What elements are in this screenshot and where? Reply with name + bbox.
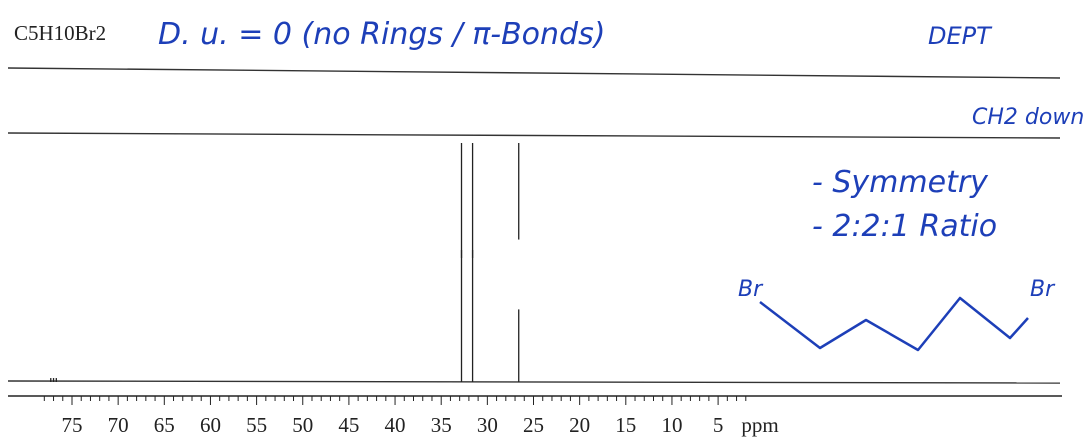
carbon13-baseline	[7, 380, 1061, 384]
formula-text: C5H10Br2	[14, 21, 106, 45]
tick-label-5: 5	[713, 413, 724, 437]
tick-label-35: 35	[431, 413, 452, 437]
right-bromine-label: Br	[1030, 277, 1056, 302]
tick-label-50: 50	[292, 413, 313, 437]
tick-label-45: 45	[338, 413, 359, 437]
dept-baseline	[7, 132, 1061, 139]
symmetry-note: - Symmetry	[812, 165, 989, 200]
tick-label-40: 40	[385, 413, 406, 437]
tick-label-15: 15	[615, 413, 636, 437]
tick-label-30: 30	[477, 413, 498, 437]
degree-of-unsaturation-note: D. u. = 0 (no Rings / π-Bonds)	[158, 17, 605, 52]
tick-label-65: 65	[154, 413, 175, 437]
dept-peaks	[460, 143, 520, 258]
tick-label-70: 70	[108, 413, 129, 437]
x-axis-major-ticks	[71, 396, 719, 405]
pentane-chain-skeleton	[759, 296, 1029, 352]
top-divider-line	[7, 67, 1061, 79]
tick-label-10: 10	[661, 413, 682, 437]
molecular-formula: C5H10Br2	[14, 21, 106, 45]
tick-label-55: 55	[246, 413, 267, 437]
tick-label-20: 20	[569, 413, 590, 437]
dept-subtitle: CH2 down	[972, 105, 1084, 130]
tick-label-60: 60	[200, 413, 221, 437]
left-bromine-label: Br	[738, 277, 764, 302]
carbon13-peaks	[50, 250, 520, 382]
tick-label-25: 25	[523, 413, 544, 437]
x-axis-unit-label: ppm	[741, 413, 778, 437]
x-axis-minor-ticks	[43, 396, 747, 401]
dept-title: DEPT	[928, 22, 993, 50]
x-axis-tick-labels: 75 70 65 60 55 50 45 40 35 30 25 20 15 10 5 ppm	[62, 413, 779, 437]
ratio-note: - 2:2:1 Ratio	[812, 209, 997, 244]
tick-label-75: 75	[62, 413, 83, 437]
